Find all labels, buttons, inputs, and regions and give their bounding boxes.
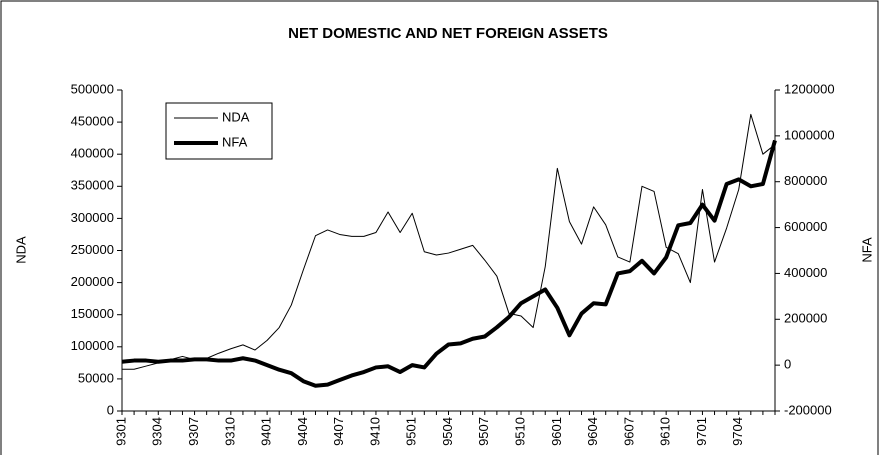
legend-box: [165, 102, 273, 160]
y-tick-label: 150000: [71, 306, 114, 321]
data-line: [121, 139, 777, 388]
y-axis-label: NDA: [13, 236, 28, 264]
y2-tick-label: 0: [784, 357, 791, 372]
y-tick-label: 250000: [71, 242, 114, 257]
y2-tick-label: 600000: [784, 219, 827, 234]
x-tick-label: 9504: [440, 417, 455, 446]
x-tick-label: 9604: [585, 417, 600, 446]
x-tick-label: 9407: [331, 417, 346, 446]
x-tick-label: 9404: [295, 417, 310, 446]
y2-tick-label: -200000: [784, 402, 832, 417]
y2-tick-label: 800000: [784, 173, 827, 188]
y-tick-label: 450000: [71, 114, 114, 129]
y-tick-label: 400000: [71, 146, 114, 161]
x-tick-label: 9601: [549, 417, 564, 446]
x-tick-label: 9607: [621, 417, 636, 446]
y-tick-label: 500000: [71, 81, 114, 96]
x-tick-label: 9410: [367, 417, 382, 446]
x-tick-label: 9701: [694, 417, 709, 446]
y-tick-label: 0: [107, 402, 114, 417]
y2-tick-label: 400000: [784, 265, 827, 280]
x-tick-label: 9301: [113, 417, 128, 446]
y-tick-label: 350000: [71, 178, 114, 193]
y-tick-label: 50000: [78, 370, 114, 385]
legend-label: NDA: [222, 109, 250, 124]
y-tick-label: 200000: [71, 274, 114, 289]
x-tick-label: 9304: [150, 417, 165, 446]
x-tick-label: 9307: [186, 417, 201, 446]
chart-title: NET DOMESTIC AND NET FOREIGN ASSETS: [288, 25, 608, 42]
x-tick-label: 9610: [658, 417, 673, 446]
y2-axis-label: NFA: [859, 237, 874, 263]
x-tick-label: 9510: [512, 417, 527, 446]
x-tick-label: 9401: [259, 417, 274, 446]
legend-label: NFA: [222, 134, 248, 149]
x-tick-label: 9501: [404, 417, 419, 446]
y2-tick-label: 1200000: [784, 81, 835, 96]
x-tick-label: 9704: [730, 417, 745, 446]
x-tick-label: 9310: [222, 417, 237, 446]
y-tick-label: 100000: [71, 338, 114, 353]
y2-tick-label: 1000000: [784, 127, 835, 142]
y2-tick-label: 200000: [784, 311, 827, 326]
x-tick-label: 9507: [476, 417, 491, 446]
data-line: [122, 113, 776, 370]
y-tick-label: 300000: [71, 210, 114, 225]
